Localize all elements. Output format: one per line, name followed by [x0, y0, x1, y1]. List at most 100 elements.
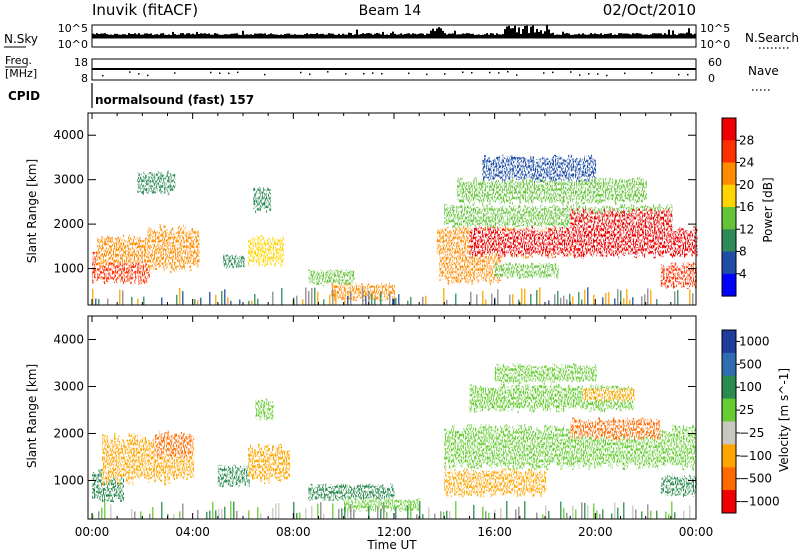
- velocity-ground-mark: [248, 510, 250, 519]
- nsky-bar: [532, 25, 534, 38]
- velocity-ground-mark: [485, 511, 487, 519]
- velocity-ytick-label: 3000: [53, 379, 84, 393]
- velocity-ground-mark: [386, 512, 388, 519]
- nsky-bar: [622, 33, 624, 38]
- power-ground-mark: [380, 292, 382, 305]
- nsky-bar: [306, 33, 308, 38]
- velocity-colorbar-label: Velocity [m s^-1]: [777, 368, 791, 472]
- power-ground-mark: [248, 300, 250, 305]
- nsky-bar: [574, 34, 576, 38]
- nsky-bar: [156, 34, 158, 38]
- nsky-bar: [230, 33, 232, 38]
- nsky-bar: [654, 33, 656, 38]
- nsky-bar: [132, 34, 134, 38]
- nsky-bar: [456, 34, 458, 38]
- power-region: [222, 253, 245, 270]
- velocity-ground-mark: [689, 505, 691, 519]
- nsky-bar: [608, 33, 610, 38]
- nsky-bar: [678, 33, 680, 38]
- velocity-ground-mark: [518, 506, 520, 519]
- nsky-bar: [580, 34, 582, 38]
- velocity-y-axis: 1000 2000 3000 4000: [53, 332, 696, 487]
- nsky-bar: [504, 29, 506, 38]
- freq-panel: Freq. [MHz] 18 8 60 0 Nave: [5, 54, 779, 91]
- velocity-ground-mark: [317, 503, 319, 519]
- nsky-bar: [332, 33, 334, 38]
- time-axis-tick-label: 12:00: [377, 525, 412, 539]
- nsky-bar: [578, 33, 580, 38]
- velocity-region: [444, 424, 697, 472]
- nsky-bar: [666, 34, 668, 38]
- nsky-bar: [554, 34, 556, 38]
- velocity-ground-mark: [656, 510, 658, 519]
- nsky-bar: [380, 34, 382, 38]
- power-ground-mark: [554, 294, 556, 305]
- velocity-ground-mark: [104, 501, 106, 519]
- nsky-bar: [212, 34, 214, 38]
- nsky-bar: [342, 33, 344, 38]
- velocity-ground-mark: [614, 502, 616, 519]
- velocity-region: [660, 473, 697, 497]
- velocity-region: [582, 387, 635, 402]
- nsky-bar: [546, 25, 548, 38]
- power-y-axis: 1000 2000 3000 4000: [53, 128, 696, 276]
- nsky-bar: [278, 35, 280, 38]
- nsky-bar: [556, 34, 558, 38]
- nsky-bar: [670, 34, 672, 38]
- power-ground-mark: [179, 287, 181, 305]
- velocity-ground-mark: [650, 510, 652, 519]
- nsky-bar: [468, 33, 470, 38]
- velocity-ground-mark: [230, 501, 232, 519]
- nsky-bar: [106, 34, 108, 38]
- nsky-bar: [94, 34, 96, 38]
- nsky-bar: [612, 35, 614, 38]
- nsky-bar: [296, 34, 298, 38]
- nsky-bar: [128, 33, 130, 38]
- power-ground-mark: [602, 297, 604, 305]
- nave-dot: [264, 73, 266, 76]
- nave-dot: [381, 72, 383, 75]
- nsky-bar: [250, 34, 252, 38]
- velocity-ground-mark: [623, 502, 625, 519]
- nsky-bar: [464, 33, 466, 38]
- velocity-ground-mark: [548, 511, 550, 519]
- power-ground-mark: [230, 300, 232, 305]
- nsky-bar: [424, 35, 426, 38]
- nave-dot: [489, 71, 491, 74]
- velocity-ground-mark: [647, 504, 649, 519]
- nsky-bar: [404, 34, 406, 38]
- nsky-bar: [680, 33, 682, 38]
- nsky-bar: [376, 33, 378, 38]
- nave-dot: [237, 71, 239, 74]
- nsky-bar: [496, 33, 498, 38]
- power-ground-mark: [362, 287, 364, 305]
- power-ground-mark: [365, 295, 367, 305]
- nsky-bar: [506, 26, 508, 38]
- nave-dot: [624, 72, 626, 75]
- nsky-bar: [662, 34, 664, 38]
- nsearch-label: N.Search: [745, 31, 799, 45]
- power-ground-mark: [302, 299, 304, 305]
- power-ground-mark: [629, 299, 631, 305]
- nave-dot: [507, 71, 509, 73]
- nave-dot: [543, 72, 545, 74]
- nsearch-tick-top: 10^5: [700, 22, 730, 35]
- nsky-bar: [528, 33, 530, 38]
- nsky-bar: [252, 34, 254, 38]
- velocity-ground-mark: [428, 507, 430, 519]
- nsky-bar: [514, 25, 516, 38]
- velocity-ground-mark: [449, 511, 451, 519]
- nsky-bar: [180, 33, 182, 38]
- power-region: [482, 154, 597, 183]
- nsky-bar: [676, 35, 678, 38]
- nsky-bar: [416, 34, 418, 38]
- nsky-bar: [364, 33, 366, 38]
- nsky-bar: [524, 26, 526, 38]
- power-ground-mark: [650, 289, 652, 305]
- velocity-ground-mark: [152, 507, 154, 519]
- velocity-ground-mark: [563, 507, 565, 519]
- velocity-ground-mark: [218, 509, 220, 519]
- nsky-bar: [408, 33, 410, 38]
- nsky-bar: [214, 33, 216, 38]
- nsky-bar: [410, 34, 412, 38]
